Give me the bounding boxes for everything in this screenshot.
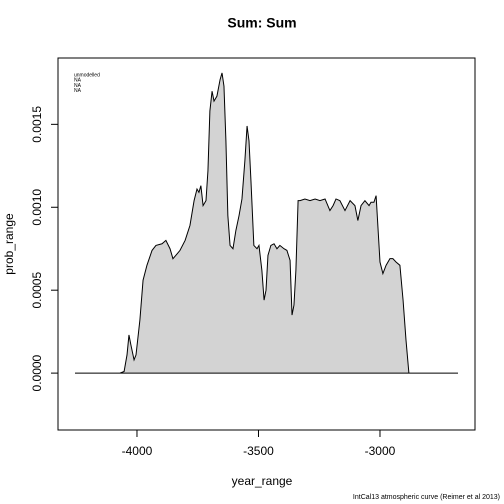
- legend-text: NA: [74, 88, 82, 94]
- caption: IntCal13 atmospheric curve (Reimer et al…: [353, 494, 500, 501]
- y-tick-label: 0.0010: [30, 189, 44, 226]
- x-axis-label: year_range: [232, 474, 293, 488]
- area: [75, 72, 458, 374]
- y-tick-label: 0.0000: [30, 354, 44, 391]
- legend-text: NA: [74, 78, 82, 84]
- y-axis-label: prob_range: [2, 213, 16, 275]
- chart-title: Sum: Sum: [227, 15, 296, 31]
- legend-text: NA: [74, 83, 82, 89]
- legend-text: unmodelled: [74, 72, 100, 78]
- plot-frame: [57, 57, 476, 431]
- x-tick-label: -3000: [365, 444, 396, 458]
- x-tick-label: -3500: [243, 444, 274, 458]
- y-tick-label: 0.0005: [30, 272, 44, 309]
- x-tick-label: -4000: [122, 444, 153, 458]
- y-tick-label: 0.0015: [30, 106, 44, 143]
